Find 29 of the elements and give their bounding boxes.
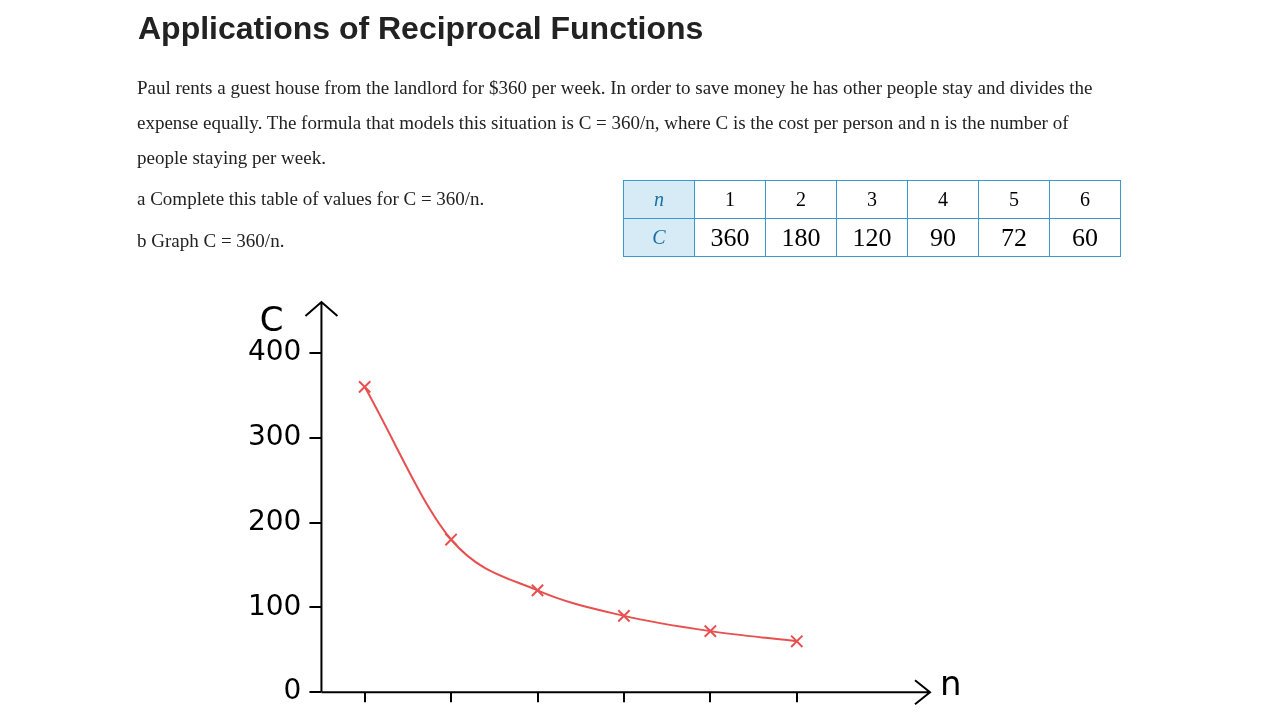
text: 120	[836, 218, 908, 257]
point	[617, 609, 631, 623]
text: 4	[907, 180, 979, 219]
point	[703, 624, 718, 638]
text: 1	[694, 180, 766, 219]
text: C	[623, 218, 695, 257]
text: b Graph C = 360/n.	[137, 230, 285, 252]
text: 5	[978, 180, 1050, 219]
text: 6	[1049, 180, 1121, 219]
point	[530, 583, 545, 598]
text: 60	[1049, 218, 1121, 257]
text: 360	[694, 218, 766, 257]
chart-title: Applications of Reciprocal Functions	[138, 10, 704, 47]
point	[358, 380, 372, 394]
y-tick-label: 200	[247, 503, 302, 537]
text: n	[623, 180, 695, 219]
y-tick-label: 100	[247, 588, 302, 622]
text: 180	[765, 218, 837, 257]
x-axis-title: n	[940, 663, 962, 704]
point	[790, 634, 804, 648]
text: Paul rents a guest house from the landlord for $360 per week. In order to save money he has other people stay and divides the expense equally. The formula that models this situation is C = 360/n, where C is the cost per person and n is the number of people staying per week.	[137, 76, 1094, 170]
y-tick-label: 300	[247, 419, 302, 452]
point	[444, 532, 458, 547]
text: 3	[836, 180, 908, 219]
text: 72	[978, 218, 1050, 257]
text: 2	[765, 180, 837, 219]
y-tick-label: 0	[283, 673, 302, 707]
text: 90	[907, 218, 979, 257]
text: a Complete this table of values for C = 360/n.	[137, 188, 485, 210]
